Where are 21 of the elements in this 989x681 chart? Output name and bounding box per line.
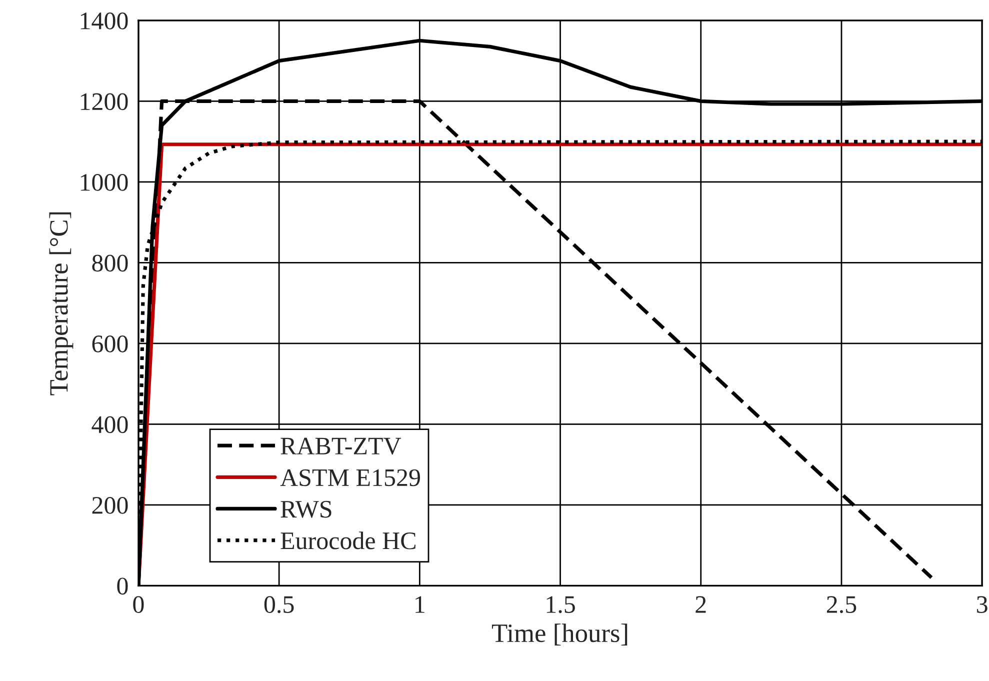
y-tick-label: 600 [92,335,128,352]
y-tick-label: 800 [92,254,128,272]
y-tick-label: 1000 [80,174,128,191]
x-tick-label: 2 [696,596,706,613]
x-axis-title: Time [hours] [492,624,628,646]
y-tick-label: 0 [117,578,128,595]
y-axis-title: Temperature [°C] [49,212,74,396]
legend-label: RWS [280,500,332,518]
x-tick-label: 1.5 [546,596,575,614]
x-tick-label: 3 [977,596,988,613]
x-tick-label: 1 [416,596,424,613]
y-tick-label: 1400 [80,12,128,30]
x-tick-label: 0 [133,596,144,613]
legend-label: Eurocode HC [280,532,416,550]
legend-label: ASTM E1529 [280,469,420,486]
x-tick-label: 2.5 [826,596,856,614]
y-tick-label: 200 [92,496,128,514]
y-tick-label: 1200 [80,93,128,110]
legend-label: RABT-ZTV [280,438,402,455]
x-tick-label: 0.5 [264,596,294,614]
y-tick-label: 400 [92,416,128,434]
